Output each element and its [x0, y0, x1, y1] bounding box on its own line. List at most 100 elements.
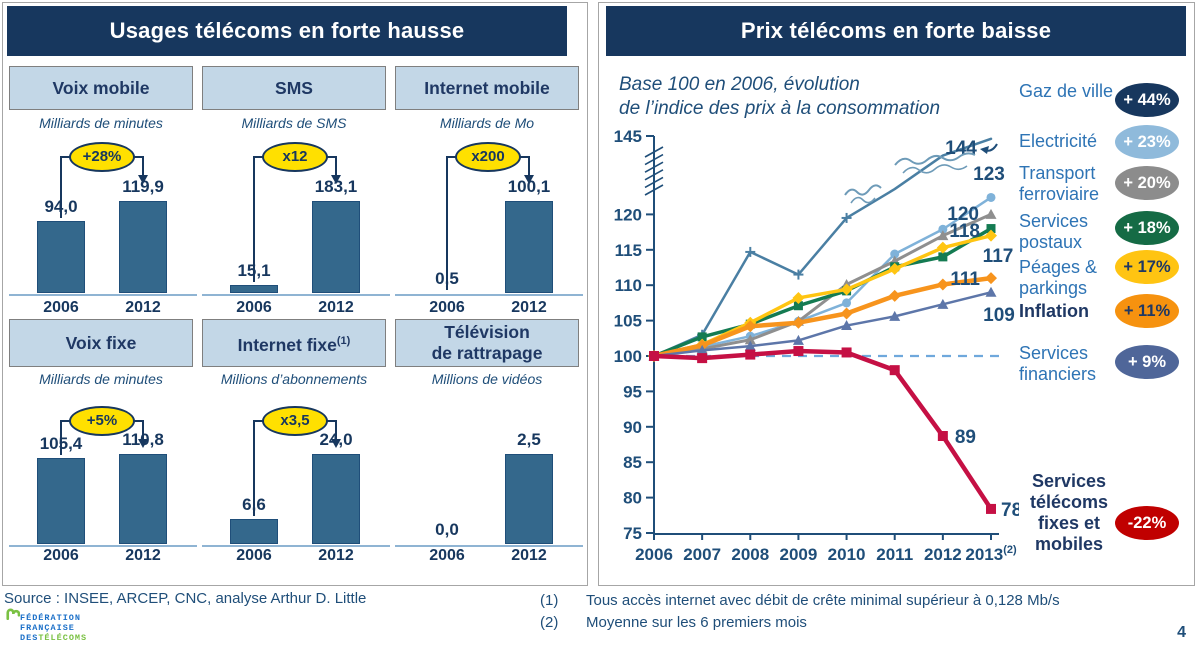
marker	[745, 349, 756, 360]
footnotes: (1) Tous accès internet avec débit de crê…	[540, 590, 1060, 634]
marker	[697, 332, 707, 342]
year-label-2012: 2012	[125, 299, 161, 316]
usage-mini-chart: 0,5 100,1 x200	[395, 131, 583, 296]
bar-2006	[37, 220, 85, 293]
growth-badge: x12	[262, 142, 328, 172]
series-line	[652, 291, 993, 358]
usage-mini-chart: 94,0 119,9 +28%	[9, 131, 197, 296]
year-label-2006: 2006	[43, 299, 79, 316]
usage-card-title-line: Télévision	[444, 322, 530, 342]
marker	[985, 208, 997, 219]
end-label: 109	[983, 305, 1015, 326]
connector-arrow-icon	[523, 175, 534, 184]
connector-arrow-icon	[330, 175, 341, 184]
marker	[936, 241, 949, 254]
price-line-chart: 75 80 85 90 95 100 105 110 115 120 145 2006 2007 2008…	[599, 3, 1023, 592]
mini-chart-baseline	[9, 545, 197, 547]
marker	[890, 249, 900, 259]
y-tick-label: 75	[623, 524, 642, 543]
usage-card-title: Voix fixe	[9, 319, 193, 367]
marker	[744, 340, 756, 351]
legend-change-badge: + 18%	[1115, 211, 1179, 245]
year-label-2012: 2012	[318, 547, 354, 564]
fft-logo-mark-icon	[6, 607, 21, 623]
usage-card-title-line: Voix fixe	[65, 332, 137, 353]
chart-subtitle-line2: de l’indice des prix à la consommation	[619, 98, 941, 119]
x-tick-label: 2013(2)	[965, 544, 1017, 564]
legend-change-badge: + 9%	[1115, 345, 1179, 379]
year-label-2012: 2012	[511, 547, 547, 564]
year-label-2006: 2006	[43, 547, 79, 564]
usage-card-unit: Milliards de minutes	[39, 371, 163, 387]
curl-arrow-icon	[980, 146, 989, 154]
connector-vertical-left	[60, 420, 62, 456]
legend-label: Services financiers	[1019, 343, 1097, 384]
mini-chart-baseline	[395, 294, 583, 296]
series-line	[652, 137, 993, 358]
marker	[938, 252, 948, 262]
axis-break-hatch	[644, 153, 664, 166]
x-tick-label: 2006	[635, 545, 673, 564]
marker	[744, 320, 757, 333]
chart-subtitle-line1: Base 100 en 2006, évolution	[619, 74, 860, 95]
line-break-squiggle	[902, 164, 968, 174]
connector-vertical-right	[142, 156, 144, 175]
year-label-2006: 2006	[236, 299, 272, 316]
value-2006: 0,0	[435, 520, 459, 539]
value-2012: 100,1	[507, 177, 551, 196]
series-line	[651, 275, 994, 359]
usages-panel: Usages télécoms en forte hausse Voix mob…	[2, 2, 588, 586]
fft-logo-line3: DESTÉLÉCOMS	[20, 633, 88, 643]
marker	[985, 286, 997, 297]
connector-vertical-left	[446, 156, 448, 290]
connector-arrow-icon	[137, 439, 148, 448]
legend-label: Gaz de ville	[1019, 81, 1114, 101]
series-line	[652, 196, 993, 358]
marker	[888, 262, 901, 275]
y-tick-label: 100	[614, 347, 642, 366]
marker	[842, 298, 852, 308]
usage-card-title-line: SMS	[275, 77, 313, 98]
legend-label: Services télécoms fixes et mobiles	[1029, 471, 1109, 554]
year-label-2012: 2012	[318, 299, 354, 316]
end-label: 120	[947, 204, 979, 225]
usage-card-title: Voix mobile	[9, 66, 193, 110]
connector-arrow-icon	[330, 439, 341, 448]
series-8: 78 89	[649, 346, 1022, 521]
usage-card-title: Internet mobile	[395, 66, 579, 110]
marker	[696, 344, 708, 355]
marker	[937, 230, 949, 241]
usage-mini-chart: 6,6 24,0 x3,5	[202, 395, 390, 547]
series-6: 111	[648, 269, 997, 362]
growth-badge: x3,5	[262, 406, 328, 436]
growth-badge: +28%	[69, 142, 135, 172]
legend-label: Péages & parkings	[1019, 257, 1098, 298]
line-break-squiggle	[844, 184, 882, 196]
y-tick-label: 105	[614, 312, 642, 331]
usages-panel-title: Usages télécoms en forte hausse	[7, 6, 567, 56]
usage-mini-chart: 0,0 2,5	[395, 395, 583, 547]
mini-chart-baseline	[202, 545, 390, 547]
series-line	[652, 226, 993, 358]
y-tick-label: 110	[615, 276, 642, 295]
legend-change-badge: + 17%	[1115, 250, 1179, 284]
bar-2012	[312, 201, 360, 293]
axis-break-hatch	[644, 169, 664, 181]
connector-vertical-left	[253, 420, 255, 517]
bar-2012	[119, 201, 167, 293]
marker	[840, 283, 853, 296]
marker	[937, 431, 948, 442]
legend-change-badge: + 44%	[1115, 83, 1179, 117]
axis-break-hatch	[644, 184, 664, 196]
bar-2012	[119, 454, 167, 544]
usage-card-unit: Milliards de Mo	[439, 115, 535, 131]
usage-card-title-line: Voix mobile	[52, 77, 150, 98]
connector-vertical-right	[335, 156, 337, 175]
usage-card-title-sup: (1)	[336, 334, 351, 347]
usage-card-unit: Milliards de minutes	[39, 115, 163, 131]
growth-badge: +5%	[69, 406, 135, 436]
x-tick-label: 2007	[683, 545, 721, 564]
marker	[744, 334, 756, 345]
marker	[792, 291, 805, 304]
year-label-2006: 2006	[236, 547, 272, 564]
